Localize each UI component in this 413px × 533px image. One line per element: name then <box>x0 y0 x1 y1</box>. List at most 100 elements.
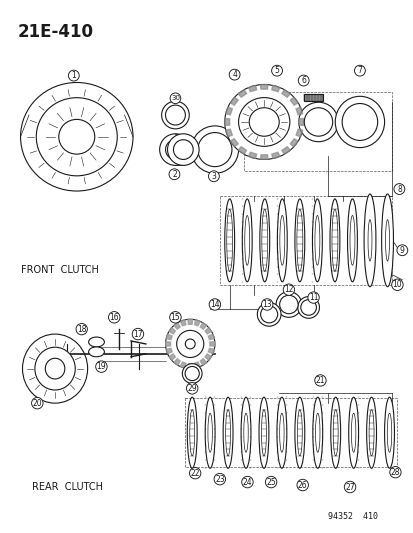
Ellipse shape <box>35 347 75 390</box>
Ellipse shape <box>238 98 289 147</box>
Polygon shape <box>166 348 172 354</box>
Text: 30: 30 <box>171 95 180 101</box>
Ellipse shape <box>185 339 195 349</box>
Text: 5: 5 <box>274 66 279 75</box>
Text: 24: 24 <box>242 478 252 487</box>
Text: 21E-410: 21E-410 <box>17 23 93 42</box>
Ellipse shape <box>259 199 269 282</box>
Text: 27: 27 <box>344 482 354 491</box>
Ellipse shape <box>21 83 133 191</box>
Ellipse shape <box>36 98 117 176</box>
Text: 14: 14 <box>209 300 219 309</box>
Polygon shape <box>194 320 199 326</box>
Ellipse shape <box>366 397 375 469</box>
Ellipse shape <box>341 103 377 140</box>
Ellipse shape <box>384 397 394 469</box>
Ellipse shape <box>161 101 189 129</box>
Ellipse shape <box>312 397 322 469</box>
Ellipse shape <box>385 220 389 261</box>
Ellipse shape <box>296 209 302 271</box>
Ellipse shape <box>275 292 301 317</box>
Ellipse shape <box>279 295 297 314</box>
Text: 6: 6 <box>301 76 305 85</box>
Text: 17: 17 <box>133 329 142 338</box>
Ellipse shape <box>59 119 95 154</box>
Polygon shape <box>188 319 192 324</box>
Text: 23: 23 <box>214 474 224 483</box>
Ellipse shape <box>331 209 337 271</box>
Ellipse shape <box>367 220 371 261</box>
Ellipse shape <box>387 413 391 453</box>
Ellipse shape <box>329 199 339 282</box>
Polygon shape <box>260 85 267 89</box>
Ellipse shape <box>243 413 248 453</box>
Text: 20: 20 <box>32 399 42 408</box>
Text: 15: 15 <box>170 313 180 322</box>
Polygon shape <box>237 147 246 154</box>
Ellipse shape <box>330 397 340 469</box>
Text: 2: 2 <box>172 169 176 179</box>
Text: 10: 10 <box>392 280 401 289</box>
Text: 28: 28 <box>390 467 399 477</box>
Polygon shape <box>200 359 206 365</box>
Text: 7: 7 <box>356 66 361 75</box>
Ellipse shape <box>276 397 286 469</box>
Text: 8: 8 <box>396 184 401 193</box>
Ellipse shape <box>182 364 202 383</box>
Ellipse shape <box>249 108 278 136</box>
Text: 19: 19 <box>96 362 106 371</box>
Ellipse shape <box>205 397 214 469</box>
Ellipse shape <box>279 215 284 265</box>
Polygon shape <box>180 320 185 326</box>
Ellipse shape <box>335 96 384 148</box>
Ellipse shape <box>176 330 203 358</box>
Ellipse shape <box>165 140 185 159</box>
Polygon shape <box>173 322 180 329</box>
Ellipse shape <box>363 194 375 287</box>
Polygon shape <box>165 342 170 346</box>
Polygon shape <box>225 107 232 115</box>
Bar <box>244 92 392 171</box>
Text: 25: 25 <box>266 478 275 487</box>
Ellipse shape <box>347 199 356 282</box>
Bar <box>185 398 396 467</box>
Polygon shape <box>260 155 267 159</box>
Ellipse shape <box>224 84 303 159</box>
Text: 21: 21 <box>315 376 325 385</box>
Ellipse shape <box>173 140 193 159</box>
Polygon shape <box>248 152 256 158</box>
Ellipse shape <box>207 413 212 453</box>
Ellipse shape <box>226 209 232 271</box>
Text: 1: 1 <box>71 71 76 80</box>
Ellipse shape <box>45 358 65 379</box>
Ellipse shape <box>314 215 319 265</box>
Ellipse shape <box>22 334 88 403</box>
Ellipse shape <box>368 410 373 456</box>
Ellipse shape <box>165 105 185 125</box>
Ellipse shape <box>349 215 354 265</box>
Polygon shape <box>209 342 214 346</box>
Polygon shape <box>194 362 199 368</box>
Ellipse shape <box>304 108 332 136</box>
Ellipse shape <box>165 319 214 369</box>
Ellipse shape <box>88 347 104 357</box>
Ellipse shape <box>259 397 268 469</box>
Text: 12: 12 <box>283 285 293 294</box>
Ellipse shape <box>260 306 277 323</box>
Ellipse shape <box>159 134 191 165</box>
Ellipse shape <box>240 397 250 469</box>
Polygon shape <box>281 90 290 97</box>
Ellipse shape <box>300 300 316 315</box>
Text: 9: 9 <box>399 246 404 255</box>
Ellipse shape <box>351 413 355 453</box>
Polygon shape <box>200 322 206 329</box>
Text: 13: 13 <box>262 300 271 309</box>
Polygon shape <box>173 359 180 365</box>
Ellipse shape <box>167 134 199 165</box>
Polygon shape <box>290 97 297 105</box>
Ellipse shape <box>257 303 280 326</box>
Ellipse shape <box>225 410 230 456</box>
Ellipse shape <box>261 209 267 271</box>
Polygon shape <box>188 364 192 368</box>
Polygon shape <box>298 118 303 125</box>
